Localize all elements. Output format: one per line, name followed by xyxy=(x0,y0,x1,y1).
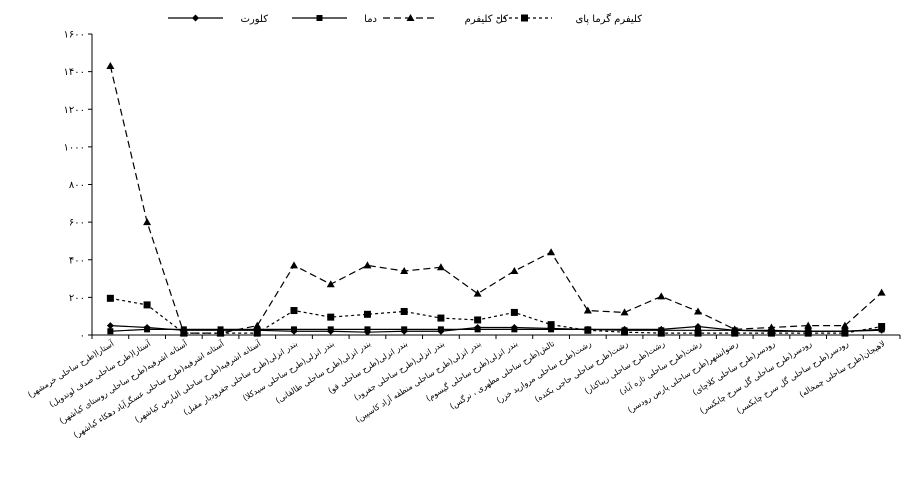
data-point xyxy=(290,307,298,315)
x-category-label: آستانه اشرفیه(طرح ساحلی روستای کیاشهر) xyxy=(57,338,189,426)
legend-swatch-marker xyxy=(192,14,199,22)
data-point xyxy=(620,308,629,316)
y-tick-label: ۴۰۰ xyxy=(69,255,85,266)
legend-item: دما xyxy=(292,14,377,25)
data-point xyxy=(143,218,152,226)
data-point xyxy=(510,308,518,316)
y-tick-label: ۱۲۰۰ xyxy=(64,105,85,116)
y-tick-label: ۱۶۰۰ xyxy=(64,30,85,41)
data-point xyxy=(878,323,886,331)
data-point xyxy=(547,321,555,329)
data-point xyxy=(657,292,666,300)
data-point xyxy=(144,326,151,333)
data-point xyxy=(511,326,518,333)
data-point xyxy=(473,289,482,297)
legend-label: کلیفرم گرما پای xyxy=(575,13,642,25)
data-point xyxy=(584,326,592,334)
legend-swatch-marker xyxy=(521,14,528,22)
data-point xyxy=(841,329,849,337)
data-point xyxy=(547,248,556,256)
y-tick-label: ۰ xyxy=(80,331,85,342)
legend-item: کل کلیفرم xyxy=(383,14,508,25)
data-point xyxy=(400,307,408,315)
data-point xyxy=(657,329,665,337)
data-point xyxy=(106,61,115,69)
data-point xyxy=(694,307,702,315)
series-3 xyxy=(106,294,886,337)
legend-swatch-marker xyxy=(406,14,415,21)
series-line xyxy=(109,65,883,334)
data-point xyxy=(143,301,151,309)
legend-item: کلیفرم گرما پای xyxy=(497,13,642,25)
data-point xyxy=(253,329,261,337)
data-point xyxy=(804,329,812,337)
data-point xyxy=(326,280,335,288)
data-point xyxy=(548,326,555,333)
data-point xyxy=(804,321,813,329)
data-point xyxy=(363,310,371,318)
data-point xyxy=(106,294,114,302)
data-point xyxy=(364,326,371,333)
data-point xyxy=(217,329,225,337)
data-point xyxy=(694,329,702,337)
legend-label: دما xyxy=(364,14,377,25)
axes: ۰ ۲۰۰ ۴۰۰ ۶۰۰ ۸۰۰ ۱۰۰۰ ۱۲۰۰ ۱۴۰۰ ۱۶۰۰ xyxy=(64,30,901,342)
data-point xyxy=(767,329,775,337)
data-point xyxy=(436,263,445,271)
data-point xyxy=(400,267,409,275)
data-point xyxy=(731,329,739,337)
data-point xyxy=(254,326,261,333)
data-point xyxy=(291,326,297,333)
data-point xyxy=(437,326,444,333)
y-tick-label: ۸۰۰ xyxy=(69,180,85,191)
data-point xyxy=(327,326,334,333)
data-point xyxy=(583,306,592,314)
data-point xyxy=(327,313,335,321)
data-point xyxy=(510,267,519,275)
data-point xyxy=(180,329,188,337)
legend-item: کلورت xyxy=(168,14,268,25)
y-tick-label: ۱۴۰۰ xyxy=(64,67,85,78)
y-tick-label: ۲۰۰ xyxy=(69,293,85,304)
data-point xyxy=(107,328,114,335)
data-point xyxy=(363,261,372,269)
category-labels: آستارا(طرح ساحلی خرمشهر)آستارا(طرح ساحلی… xyxy=(26,338,887,440)
y-tick-label: ۶۰۰ xyxy=(69,218,85,229)
data-point xyxy=(106,322,114,330)
data-point xyxy=(437,314,445,322)
data-point xyxy=(767,323,776,331)
data-point xyxy=(474,326,481,333)
data-point xyxy=(474,316,482,324)
data-point xyxy=(401,326,408,333)
legend-label: کلورت xyxy=(241,14,269,25)
legend: کلورت دما کل کلیفرم کلیفرم گرما پای xyxy=(168,13,642,25)
series-layer xyxy=(106,61,886,337)
series-line xyxy=(110,297,882,334)
y-tick-label: ۱۰۰۰ xyxy=(64,142,85,153)
data-point xyxy=(877,288,886,296)
data-point xyxy=(253,321,262,329)
data-point xyxy=(840,321,849,329)
series-2 xyxy=(106,61,886,337)
legend-label: کل کلیفرم xyxy=(465,14,509,25)
data-point xyxy=(621,328,629,336)
data-point xyxy=(290,261,298,269)
legend-swatch-marker xyxy=(316,15,323,21)
